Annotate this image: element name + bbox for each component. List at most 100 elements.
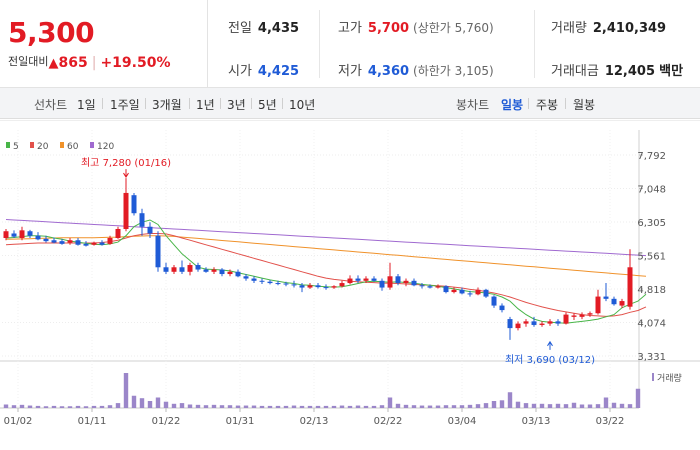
candle-body [435,286,441,288]
period-10y[interactable]: 10년 [289,98,316,112]
volume-bar [315,405,321,408]
stat-high: 고가 5,700 (상한가 5,760) [338,17,494,36]
volume-bar [187,404,193,408]
volume-bar [3,404,9,408]
chart-grid [0,119,700,412]
volume-bar [347,405,353,408]
candle-body [131,195,137,214]
toolbar-separator [145,98,146,109]
volume-bar [115,403,121,408]
candle-body [59,241,65,244]
candle-weekly[interactable]: 주봉 [536,98,559,112]
volume-bar [419,405,425,408]
candle-body [475,289,481,295]
volume-legend-label: 거래량 [657,372,682,384]
volume-bar [323,405,329,408]
stat-label: 거래대금 [551,64,599,79]
candle-body [515,323,521,329]
volume-bar [539,403,545,408]
stat-open: 시가 4,425 [228,60,299,79]
candle-body [227,271,233,275]
candle-body [347,278,353,284]
candle-body [179,267,185,272]
volume-bar [307,405,313,408]
change-row: 전일대비▲865 | +19.50% [8,53,170,71]
candle-body [547,321,553,324]
candle-body [219,269,225,275]
price-panel: 5,300 전일대비▲865 | +19.50% [0,0,208,88]
candle-body [307,285,313,288]
volume-bar [43,406,49,408]
candle-body [203,269,209,272]
x-tick-label: 01/11 [78,416,107,427]
candle-body [259,280,265,282]
volume-bar [371,405,377,408]
stat-note: (하한가 3,105) [413,64,494,78]
volume-bar [235,405,241,408]
chart-annotations: 최고 7,280 (01/16) 최저 3,690 (03/12) [81,157,595,366]
candle-body [147,226,153,234]
moving-averages [5,219,647,324]
candle-body [211,269,217,272]
period-3m[interactable]: 3개월 [152,98,182,112]
candle-body [43,238,49,242]
period-5y[interactable]: 5년 [258,98,277,112]
x-tick-label: 01/31 [226,416,255,427]
candle-body [451,289,457,293]
candle-daily[interactable]: 일봉 [501,98,524,112]
toolbar-separator [282,98,283,109]
volume-bar [403,404,409,408]
candle-body [379,280,385,288]
volume-bar [155,397,161,408]
volume-bar [163,401,169,408]
candle-body [275,283,281,285]
volume-bar [139,398,145,408]
candle-body [555,321,561,324]
candle-body [283,283,289,285]
candle-body [619,301,625,306]
candle-monthly[interactable]: 월봉 [573,98,596,112]
candle-body [51,240,57,243]
volume-bar [51,405,57,408]
volume-bar [219,405,225,408]
volume-legend-swatch [652,373,654,381]
volume-bar [611,402,617,408]
change-label: 전일대비 [8,55,49,68]
stat-value: 4,425 [257,64,300,79]
period-1d[interactable]: 1일 [77,98,96,112]
volume-bar [203,405,209,408]
candle-body [507,319,513,329]
candle-body [403,280,409,284]
x-tick-label: 03/13 [522,416,551,427]
legend-swatch [30,142,34,148]
volume-bar [107,405,113,408]
candle-body [67,240,73,243]
candle-body [139,213,145,227]
volume-bar [395,403,401,408]
toolbar-separator [251,98,252,109]
volume-bar [595,404,601,408]
stats-divider [319,10,320,78]
chart-toolbar: 선차트 1일 1주일 3개월 1년 3년 5년 10년 봉차트 일봉 주봉 월봉 [0,88,700,119]
candle-body [11,233,17,237]
y-tick-label: 4,818 [637,285,666,296]
period-3y[interactable]: 3년 [227,98,246,112]
volume-bar [291,405,297,408]
y-tick-label: 5,561 [637,252,666,263]
candle-body [571,315,577,317]
low-annotation-arrowhead [547,340,553,347]
volume-bar [587,404,593,408]
period-1y[interactable]: 1년 [196,98,215,112]
quote-header: 5,300 전일대비▲865 | +19.50% 전일 4,435 고가 5,700 (상… [0,0,700,88]
period-1w[interactable]: 1주일 [110,98,140,112]
volume-bar [451,405,457,408]
volume-bar [555,403,561,408]
change-separator: | [91,55,97,71]
candle-body [27,231,33,236]
volume-bar [547,404,553,408]
candle-body [363,278,369,281]
candle-body [91,242,97,245]
candle-body [411,280,417,286]
volume-bar [11,405,17,408]
volume-bar [459,405,465,408]
